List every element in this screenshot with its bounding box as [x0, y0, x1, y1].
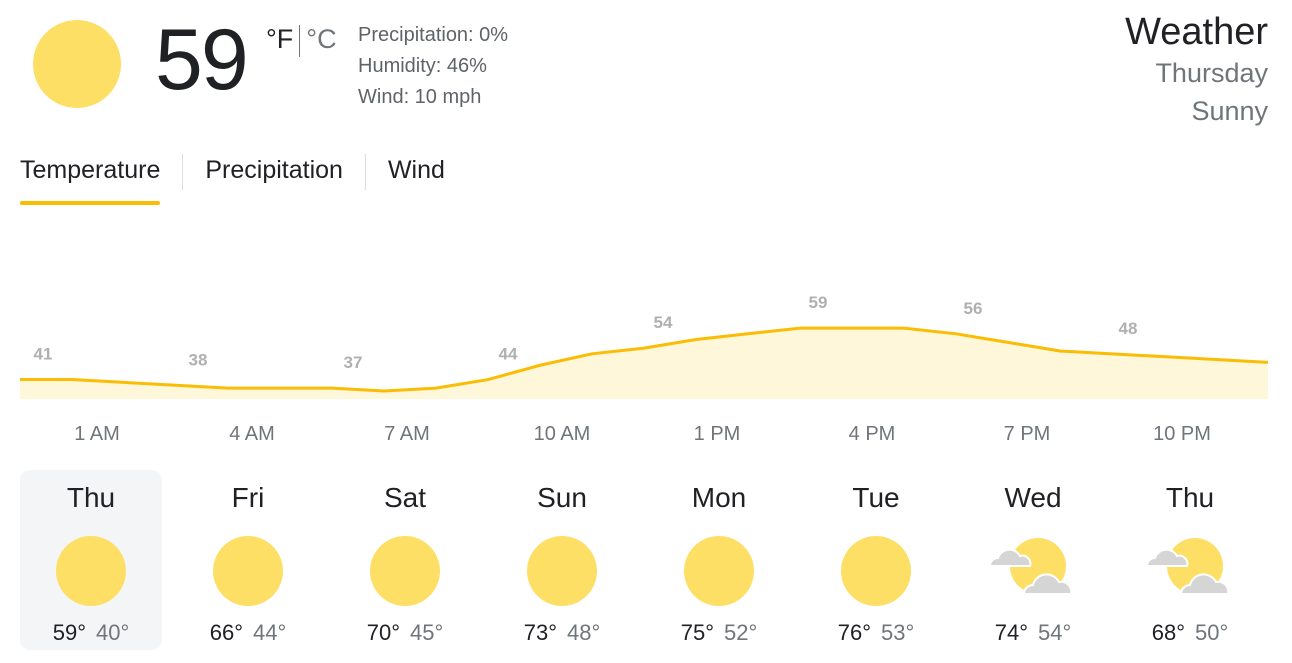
hour-label: 4 AM	[229, 423, 275, 445]
humidity: Humidity: 46%	[358, 55, 487, 77]
day-forecast[interactable]: Thu 59° 40°	[20, 470, 162, 650]
unit-toggle: °F °C	[266, 24, 337, 57]
high-temp: 74°	[994, 620, 1028, 645]
hour-label: 1 AM	[74, 423, 120, 445]
tab-temperature[interactable]: Temperature	[20, 150, 161, 205]
sun-icon	[370, 536, 440, 606]
current-details: Precipitation: 0% Humidity: 46% Wind: 10…	[358, 20, 508, 113]
temperature-label: 56	[964, 299, 983, 318]
sun-icon	[213, 536, 283, 606]
high-temp: 70°	[366, 620, 400, 645]
day-forecast[interactable]: Wed 74° 54°	[962, 470, 1104, 650]
sun-icon	[527, 536, 597, 606]
temperature-label: 48	[1119, 319, 1138, 338]
day-forecast[interactable]: Thu 68° 50°	[1119, 470, 1261, 650]
hour-label: 7 PM	[1003, 423, 1051, 445]
day-name: Thu	[1165, 482, 1215, 513]
temperature-label: 37	[344, 353, 363, 372]
hour-label: 10 PM	[1153, 423, 1211, 445]
temperature-chart: 41 38 37 44 54 59 56 48	[20, 293, 1269, 399]
tab-wind[interactable]: Wind	[387, 156, 445, 184]
fahrenheit-button[interactable]: °F	[266, 24, 294, 54]
day-forecast[interactable]: Tue 76° 53°	[805, 470, 947, 650]
low-temp: 45°	[410, 620, 444, 645]
temperature-label: 59	[809, 293, 828, 312]
partly-cloudy-icon	[1145, 538, 1230, 595]
day-name: Mon	[691, 482, 747, 513]
hour-label: 7 AM	[384, 423, 430, 445]
low-temp: 53°	[881, 620, 915, 645]
celsius-button[interactable]: °C	[306, 24, 337, 54]
temperature-line	[20, 326, 1269, 393]
high-temp: 73°	[523, 620, 557, 645]
current-temperature: 59	[155, 12, 249, 108]
temperature-label: 54	[654, 313, 673, 332]
low-temp: 48°	[567, 620, 601, 645]
title: Weather	[1125, 11, 1268, 53]
low-temp: 40°	[96, 620, 130, 645]
low-temp: 54°	[1038, 620, 1072, 645]
day-name: Sun	[537, 482, 587, 513]
partly-cloudy-icon	[988, 538, 1073, 595]
low-temp: 44°	[253, 620, 287, 645]
low-temp: 52°	[724, 620, 758, 645]
day: Thursday	[1155, 58, 1268, 88]
hour-label: 4 PM	[848, 423, 896, 445]
high-temp: 59°	[52, 620, 86, 645]
high-temp: 76°	[837, 620, 871, 645]
day-name: Thu	[66, 482, 116, 513]
tab-precipitation[interactable]: Precipitation	[205, 156, 343, 184]
low-temp: 50°	[1195, 620, 1229, 645]
tabs: Temperature Precipitation Wind	[20, 150, 445, 205]
temperature-label: 44	[499, 345, 518, 364]
hour-label: 10 AM	[533, 423, 591, 445]
sun-icon	[56, 536, 126, 606]
condition: Sunny	[1191, 96, 1268, 126]
day-name: Sat	[383, 482, 427, 513]
high-temp: 66°	[209, 620, 243, 645]
sun-icon	[841, 536, 911, 606]
day-name: Fri	[231, 482, 265, 513]
high-temp: 75°	[680, 620, 714, 645]
sun-icon	[684, 536, 754, 606]
day-forecast[interactable]: Sun 73° 48°	[491, 470, 633, 650]
high-temp: 68°	[1151, 620, 1185, 645]
day-name: Wed	[1004, 482, 1062, 513]
temperature-label: 41	[34, 345, 53, 364]
temperature-area	[20, 328, 1268, 399]
hour-label: 1 PM	[693, 423, 741, 445]
sun-icon	[33, 20, 121, 108]
header: Weather Thursday Sunny	[1125, 10, 1268, 130]
precipitation: Precipitation: 0%	[358, 24, 509, 46]
day-forecast[interactable]: Mon 75° 52°	[648, 470, 790, 650]
temperature-label: 38	[189, 350, 208, 369]
day-name: Tue	[852, 482, 900, 513]
day-forecast[interactable]: Fri 66° 44°	[177, 470, 319, 650]
wind: Wind: 10 mph	[358, 86, 482, 108]
day-forecast[interactable]: Sat 70° 45°	[334, 470, 476, 650]
